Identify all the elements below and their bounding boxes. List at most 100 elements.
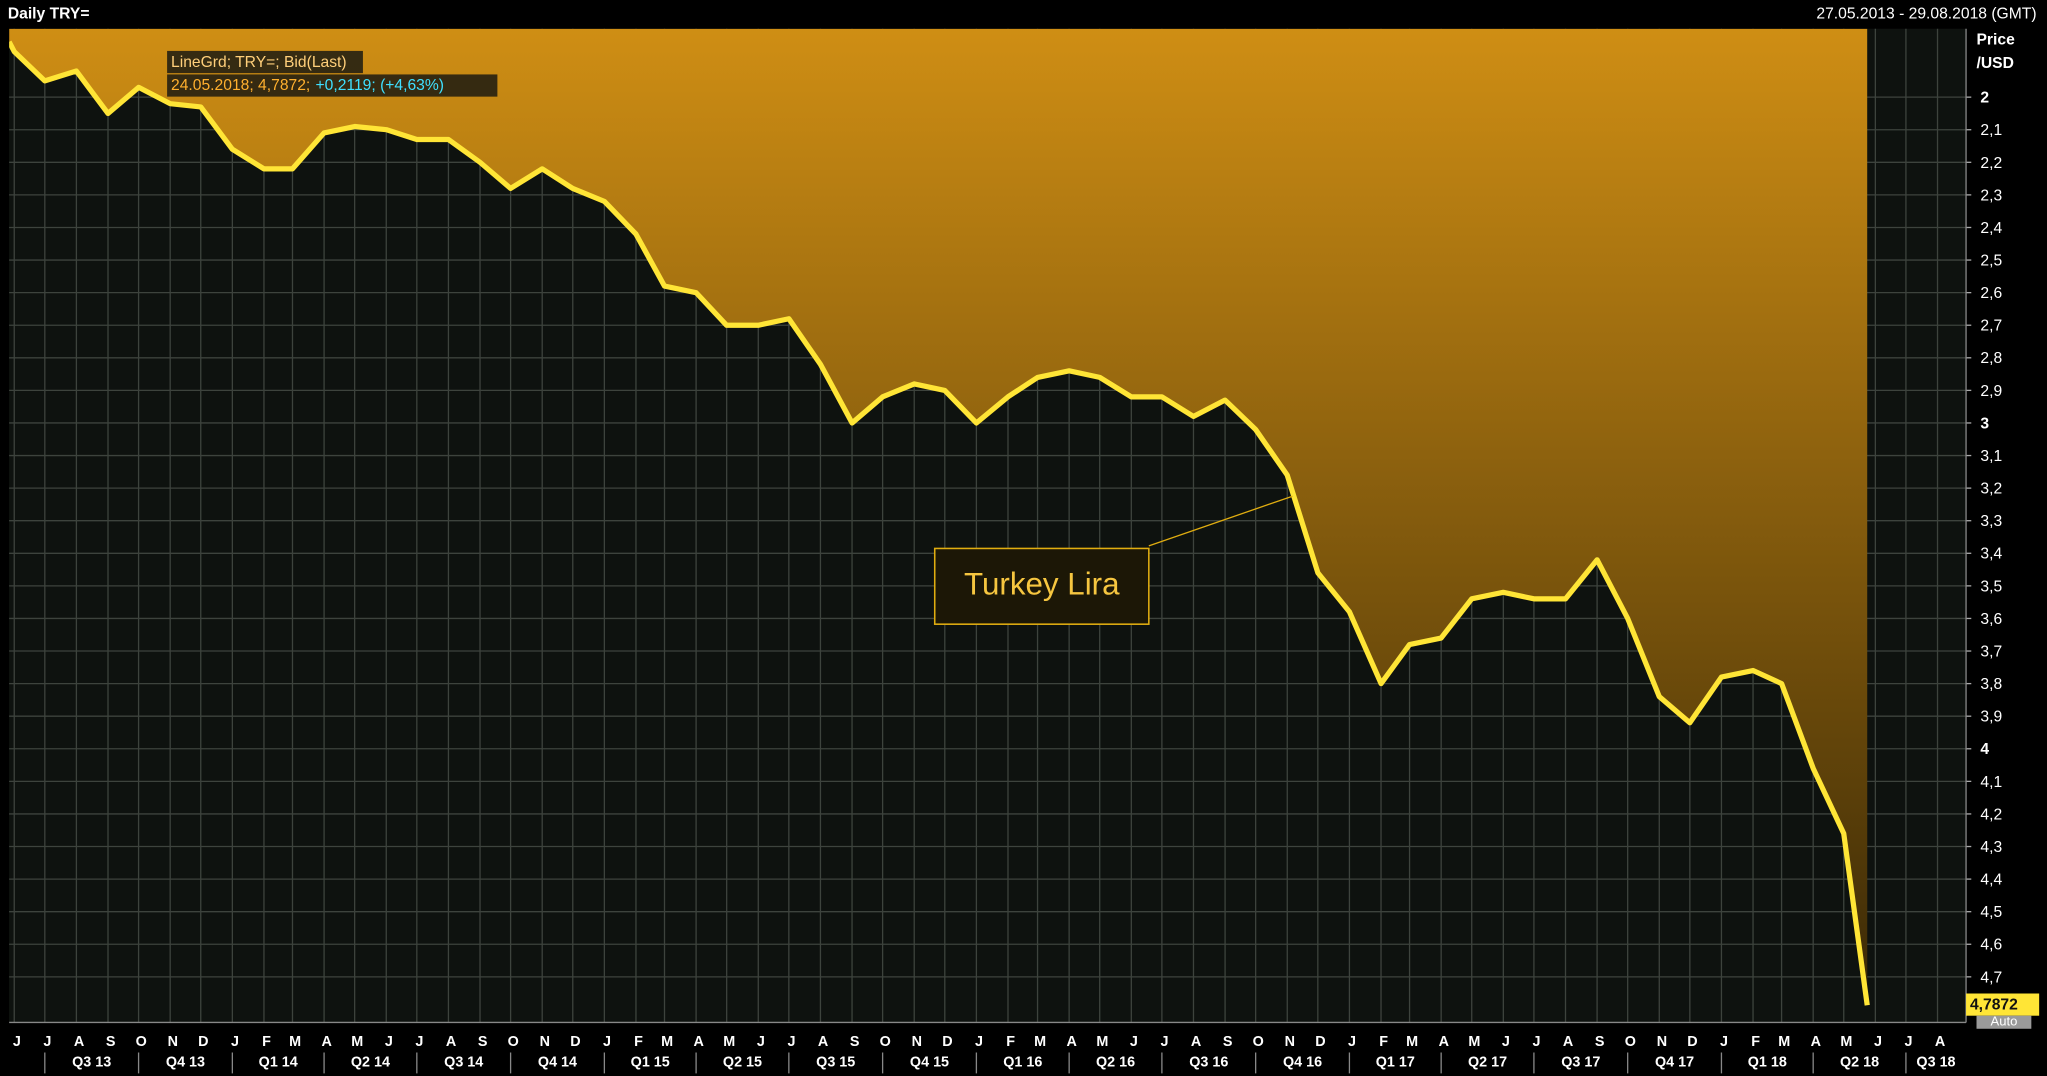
x-quarter-label: Q2 15 xyxy=(723,1055,762,1071)
annotation-connector xyxy=(1148,495,1293,547)
x-quarter-label: Q2 16 xyxy=(1096,1055,1135,1071)
y-tick-label: 3,4 xyxy=(1980,546,2002,563)
x-month-label: J xyxy=(787,1034,795,1050)
x-month-label: J xyxy=(1874,1034,1882,1050)
x-month-label: J xyxy=(603,1034,611,1050)
x-month-label: N xyxy=(540,1034,550,1050)
y-tick-label: 3,7 xyxy=(1980,643,2002,660)
axis-mode-bg xyxy=(1976,1015,2032,1029)
legend-last-text: 24.05.2018; 4,7872; xyxy=(171,77,310,94)
x-quarter-label: Q1 15 xyxy=(631,1055,670,1071)
x-month-label: M xyxy=(1840,1034,1852,1050)
x-month-label: S xyxy=(850,1034,860,1050)
x-month-label: M xyxy=(351,1034,363,1050)
y-tick-label: 4,3 xyxy=(1980,839,2002,856)
annotation: Turkey Lira xyxy=(964,567,1120,602)
x-month-label: J xyxy=(1130,1034,1138,1050)
y-tick-label: 4,4 xyxy=(1980,872,2002,889)
x-month-label: F xyxy=(634,1034,643,1050)
x-quarter-label: Q1 16 xyxy=(1003,1055,1042,1071)
x-month-label: M xyxy=(289,1034,301,1050)
x-month-label: N xyxy=(1285,1034,1295,1050)
x-month-label: D xyxy=(570,1034,580,1050)
x-month-label: A xyxy=(818,1034,828,1050)
x-quarter-label: Q1 14 xyxy=(259,1055,298,1071)
y-axis-title: Price xyxy=(1977,32,2016,49)
x-month-label: J xyxy=(231,1034,239,1050)
annotation-box xyxy=(933,547,1150,625)
x-month-label: S xyxy=(106,1034,116,1050)
x-quarter-label: Q3 16 xyxy=(1189,1055,1228,1071)
legend-last: 24.05.2018; 4,7872; +0,2119; (+4,63%) xyxy=(171,77,444,94)
legend-change: +0,2119; (+4,63%) xyxy=(316,77,445,94)
x-month-label: A xyxy=(322,1034,332,1050)
x-quarter-label: Q1 17 xyxy=(1376,1055,1415,1071)
price-line xyxy=(9,40,1870,1006)
x-quarter-label: Q4 16 xyxy=(1283,1055,1322,1071)
x-quarter-label: Q4 17 xyxy=(1655,1055,1694,1071)
x-month-label: J xyxy=(1905,1034,1913,1050)
x-month-label: J xyxy=(13,1034,21,1050)
x-quarter-label: Q3 18 xyxy=(1916,1055,1955,1071)
y-tick-label: 2,7 xyxy=(1980,318,2002,335)
last-value-label: 4,7872 xyxy=(1970,996,2018,1013)
x-month-label: M xyxy=(1034,1034,1046,1050)
x-month-label: S xyxy=(1595,1034,1605,1050)
x-month-label: M xyxy=(1468,1034,1480,1050)
x-quarter-label: Q3 13 xyxy=(72,1055,111,1071)
x-month-label: M xyxy=(1096,1034,1108,1050)
x-quarter-label: Q3 17 xyxy=(1561,1055,1600,1071)
x-quarter-label: Q1 18 xyxy=(1748,1055,1787,1071)
legend-series: LineGrd; TRY=; Bid(Last) xyxy=(171,54,347,71)
x-month-label: D xyxy=(1687,1034,1697,1050)
y-axis-title: /USD xyxy=(1977,55,2014,72)
x-month-label: A xyxy=(1439,1034,1449,1050)
x-month-label: J xyxy=(1160,1034,1168,1050)
y-tick-label: 2,9 xyxy=(1980,383,2002,400)
y-tick-label: 3 xyxy=(1980,415,1989,432)
x-month-label: A xyxy=(1067,1034,1077,1050)
y-tick-label: 2,1 xyxy=(1980,122,2002,139)
chart-title: Daily TRY= xyxy=(8,6,90,23)
x-month-label: A xyxy=(694,1034,704,1050)
x-month-label: O xyxy=(1253,1034,1264,1050)
y-tick-label: 2 xyxy=(1980,90,1989,107)
x-month-label: D xyxy=(942,1034,952,1050)
y-tick-label: 2,2 xyxy=(1980,155,2002,172)
x-month-label: N xyxy=(1657,1034,1667,1050)
x-quarter-label: Q2 18 xyxy=(1840,1055,1879,1071)
x-month-label: J xyxy=(1720,1034,1728,1050)
x-month-label: S xyxy=(1223,1034,1233,1050)
x-month-label: J xyxy=(757,1034,765,1050)
area-fill xyxy=(9,28,1868,1006)
x-month-label: M xyxy=(661,1034,673,1050)
y-tick-label: 4,5 xyxy=(1980,904,2002,921)
y-tick-label: 2,6 xyxy=(1980,285,2002,302)
y-tick-label: 2,5 xyxy=(1980,253,2002,270)
x-month-label: O xyxy=(1625,1034,1636,1050)
legend-bg xyxy=(167,74,498,97)
x-quarter-label: Q4 15 xyxy=(910,1055,949,1071)
x-month-label: J xyxy=(1502,1034,1510,1050)
x-month-label: A xyxy=(1811,1034,1821,1050)
x-quarter-label: Q2 14 xyxy=(351,1055,390,1071)
x-quarter-label: Q3 15 xyxy=(816,1055,855,1071)
x-month-label: J xyxy=(43,1034,51,1050)
x-month-label: J xyxy=(415,1034,423,1050)
x-month-label: D xyxy=(198,1034,208,1050)
x-month-label: N xyxy=(912,1034,922,1050)
x-month-label: A xyxy=(1563,1034,1573,1050)
y-tick-label: 3,6 xyxy=(1980,611,2002,628)
y-tick-label: 2,8 xyxy=(1980,350,2002,367)
x-month-label: O xyxy=(880,1034,891,1050)
x-month-label: A xyxy=(1935,1034,1945,1050)
x-month-label: J xyxy=(1348,1034,1356,1050)
x-month-label: F xyxy=(1379,1034,1388,1050)
x-month-label: A xyxy=(74,1034,84,1050)
x-month-label: J xyxy=(385,1034,393,1050)
axis-mode: Auto xyxy=(1990,1014,2017,1029)
y-tick-label: 3,8 xyxy=(1980,676,2002,693)
legend-bg xyxy=(167,50,363,74)
